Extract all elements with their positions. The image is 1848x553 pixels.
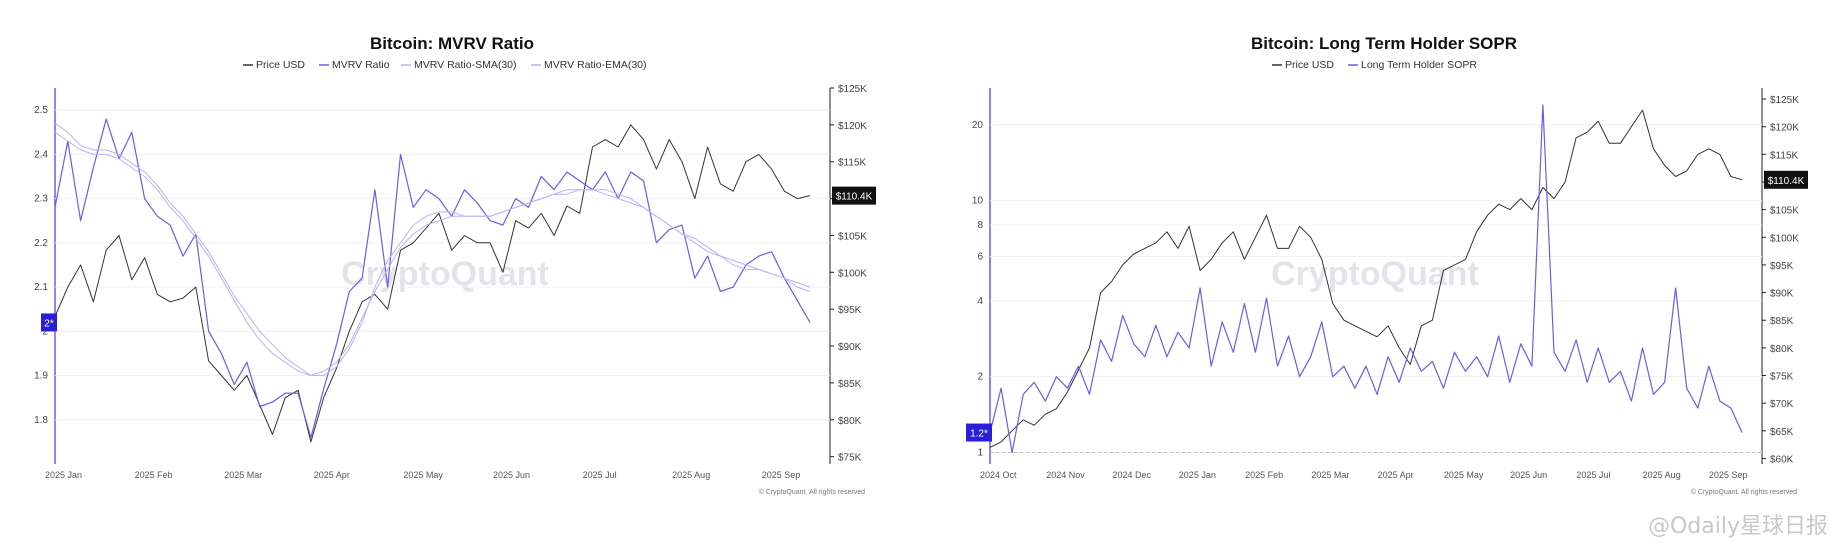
mvrv-y-right-tick: $125K bbox=[838, 84, 867, 95]
lth-sopr-x-tick: 2025 May bbox=[1444, 470, 1484, 480]
mvrv-plot: 2.5 2.4 2.3 2.2 2.1 2 1.9 1.8 $125K $120K $115K $11… bbox=[34, 84, 876, 480]
lth-sopr-x-tick: 2025 Apr bbox=[1378, 470, 1414, 480]
lth-sopr-y-right-tick: $100K bbox=[1770, 233, 1799, 244]
lth-sopr-watermark: CryptoQuant bbox=[1271, 255, 1479, 293]
mvrv-chart-title: Bitcoin: MVRV Ratio bbox=[370, 34, 534, 53]
mvrv-x-tick: 2025 Aug bbox=[672, 470, 710, 480]
mvrv-price-badge-bg bbox=[832, 186, 876, 205]
lth-sopr-y-left-tick: 4 bbox=[977, 296, 983, 307]
mvrv-y-right-tick: $80K bbox=[838, 416, 862, 427]
lth-sopr-y-right-tick: $120K bbox=[1770, 123, 1799, 134]
mvrv-x-tick: 2025 Mar bbox=[224, 470, 262, 480]
mvrv-y-right-tick: $85K bbox=[838, 379, 862, 390]
mvrv-legend-item: MVRV Ratio-SMA(30) bbox=[414, 59, 517, 71]
mvrv-series-mvrv-ratio-sma-30 bbox=[54, 131, 811, 376]
lth-sopr-x-tick: 2025 Feb bbox=[1245, 470, 1283, 480]
mvrv-y-left-tick: 2.3 bbox=[34, 194, 48, 205]
lth-sopr-value-badge: 1.2* bbox=[970, 429, 988, 440]
lth-sopr-x-tick: 2024 Dec bbox=[1113, 470, 1152, 480]
lth-sopr-y-left-tick: 2 bbox=[977, 372, 983, 383]
mvrv-price-badge: $110.4K bbox=[836, 192, 873, 203]
mvrv-y-left-tick: 1.9 bbox=[34, 371, 48, 382]
lth-sopr-y-right-tick: $115K bbox=[1770, 150, 1799, 161]
lth-sopr-x-tick: 2025 Mar bbox=[1311, 470, 1349, 480]
lth-sopr-y-left-tick: 10 bbox=[972, 196, 984, 207]
mvrv-series-mvrv-ratio-ema-30 bbox=[54, 122, 811, 376]
lth-sopr-y-right-tick: $80K bbox=[1770, 344, 1794, 355]
mvrv-legend-item: Price USD bbox=[256, 59, 305, 71]
lth-sopr-y-right-tick: $90K bbox=[1770, 289, 1794, 300]
lth-sopr-legend-item: Long Term Holder SOPR bbox=[1361, 59, 1477, 71]
lth-sopr-x-tick: 2025 Aug bbox=[1643, 470, 1681, 480]
lth-sopr-legend: Price USD Long Term Holder SOPR bbox=[1272, 59, 1477, 71]
mvrv-y-left-tick: 2.2 bbox=[34, 238, 48, 249]
lth-sopr-x-tick: 2025 Sep bbox=[1709, 470, 1748, 480]
lth-sopr-series-price-usd bbox=[989, 109, 1743, 448]
mvrv-x-tick: 2025 May bbox=[403, 470, 443, 480]
lth-sopr-chart-title: Bitcoin: Long Term Holder SOPR bbox=[1251, 34, 1517, 53]
lth-sopr-copyright: © CryptoQuant. All rights reserved bbox=[1691, 488, 1797, 496]
mvrv-y-left-tick: 2.1 bbox=[34, 282, 48, 293]
mvrv-x-tick: 2025 Jun bbox=[493, 470, 530, 480]
lth-sopr-legend-item: Price USD bbox=[1285, 59, 1334, 71]
mvrv-y-right-tick: $90K bbox=[838, 342, 862, 353]
lth-sopr-y-left-tick: 1 bbox=[977, 447, 983, 458]
lth-sopr-y-left-tick: 8 bbox=[977, 220, 983, 231]
mvrv-chart: Bitcoin: MVRV Ratio Price USD MVRV Ratio M… bbox=[34, 34, 876, 496]
mvrv-legend: Price USD MVRV Ratio MVRV Ratio-SMA(30) MVR… bbox=[243, 59, 647, 71]
lth-sopr-price-badge: $110.4K bbox=[1768, 176, 1805, 187]
lth-sopr-y-left-tick: 6 bbox=[977, 251, 983, 262]
mvrv-series-mvrv-ratio bbox=[54, 118, 811, 439]
lth-sopr-y-left-tick: 20 bbox=[972, 120, 984, 131]
mvrv-series-price-usd bbox=[54, 124, 811, 443]
mvrv-x-tick: 2025 Feb bbox=[135, 470, 173, 480]
lth-sopr-y-right-tick: $85K bbox=[1770, 316, 1794, 327]
lth-sopr-x-tick: 2024 Oct bbox=[980, 470, 1017, 480]
lth-sopr-y-right-tick: $70K bbox=[1770, 399, 1794, 410]
lth-sopr-chart: Bitcoin: Long Term Holder SOPR Price USD… bbox=[966, 34, 1808, 496]
mvrv-y-left-tick: 2.4 bbox=[34, 149, 48, 160]
mvrv-x-tick: 2025 Jul bbox=[583, 470, 617, 480]
mvrv-y-right-tick: $115K bbox=[838, 158, 867, 169]
mvrv-x-tick: 2025 Sep bbox=[762, 470, 801, 480]
lth-sopr-y-right-tick: $95K bbox=[1770, 261, 1794, 272]
lth-sopr-plot: 201086421$125K$120K$115K$110K$105K$100K$… bbox=[966, 88, 1808, 480]
lth-sopr-price-badge-bg bbox=[1764, 170, 1808, 189]
lth-sopr-x-tick: 2025 Jun bbox=[1510, 470, 1547, 480]
lth-sopr-value-badge-bg bbox=[966, 423, 992, 442]
mvrv-y-right-tick: $120K bbox=[838, 121, 867, 132]
mvrv-y-right-tick: $95K bbox=[838, 305, 862, 316]
mvrv-y-right-tick: $105K bbox=[838, 231, 867, 242]
lth-sopr-y-right-tick: $60K bbox=[1770, 454, 1794, 465]
lth-sopr-x-tick: 2024 Nov bbox=[1046, 470, 1085, 480]
mvrv-x-tick: 2025 Jan bbox=[45, 470, 82, 480]
lth-sopr-y-right-tick: $75K bbox=[1770, 372, 1794, 383]
mvrv-y-left-tick: 2 bbox=[42, 326, 48, 337]
mvrv-legend-item: MVRV Ratio-EMA(30) bbox=[544, 59, 647, 71]
lth-sopr-y-right-tick: $125K bbox=[1770, 95, 1799, 106]
lth-sopr-y-right-tick: $105K bbox=[1770, 206, 1799, 217]
mvrv-x-tick: 2025 Apr bbox=[314, 470, 350, 480]
mvrv-value-badge-bg bbox=[41, 313, 57, 332]
mvrv-y-left-tick: 2.5 bbox=[34, 105, 48, 116]
mvrv-value-badge: 2* bbox=[44, 318, 54, 329]
lth-sopr-series-long-term-holder-sopr bbox=[989, 104, 1743, 454]
lth-sopr-y-right-tick: $65K bbox=[1770, 427, 1794, 438]
lth-sopr-x-tick: 2025 Jan bbox=[1179, 470, 1216, 480]
mvrv-y-left-tick: 1.8 bbox=[34, 415, 48, 426]
mvrv-y-right-tick: $100K bbox=[838, 268, 867, 279]
lth-sopr-x-tick: 2025 Jul bbox=[1576, 470, 1610, 480]
mvrv-y-right-tick: $75K bbox=[838, 453, 862, 464]
mvrv-legend-item: MVRV Ratio bbox=[332, 59, 390, 71]
odaily-watermark: @Odaily星球日报 bbox=[1647, 514, 1828, 539]
mvrv-copyright: © CryptoQuant. All rights reserved bbox=[759, 488, 865, 496]
